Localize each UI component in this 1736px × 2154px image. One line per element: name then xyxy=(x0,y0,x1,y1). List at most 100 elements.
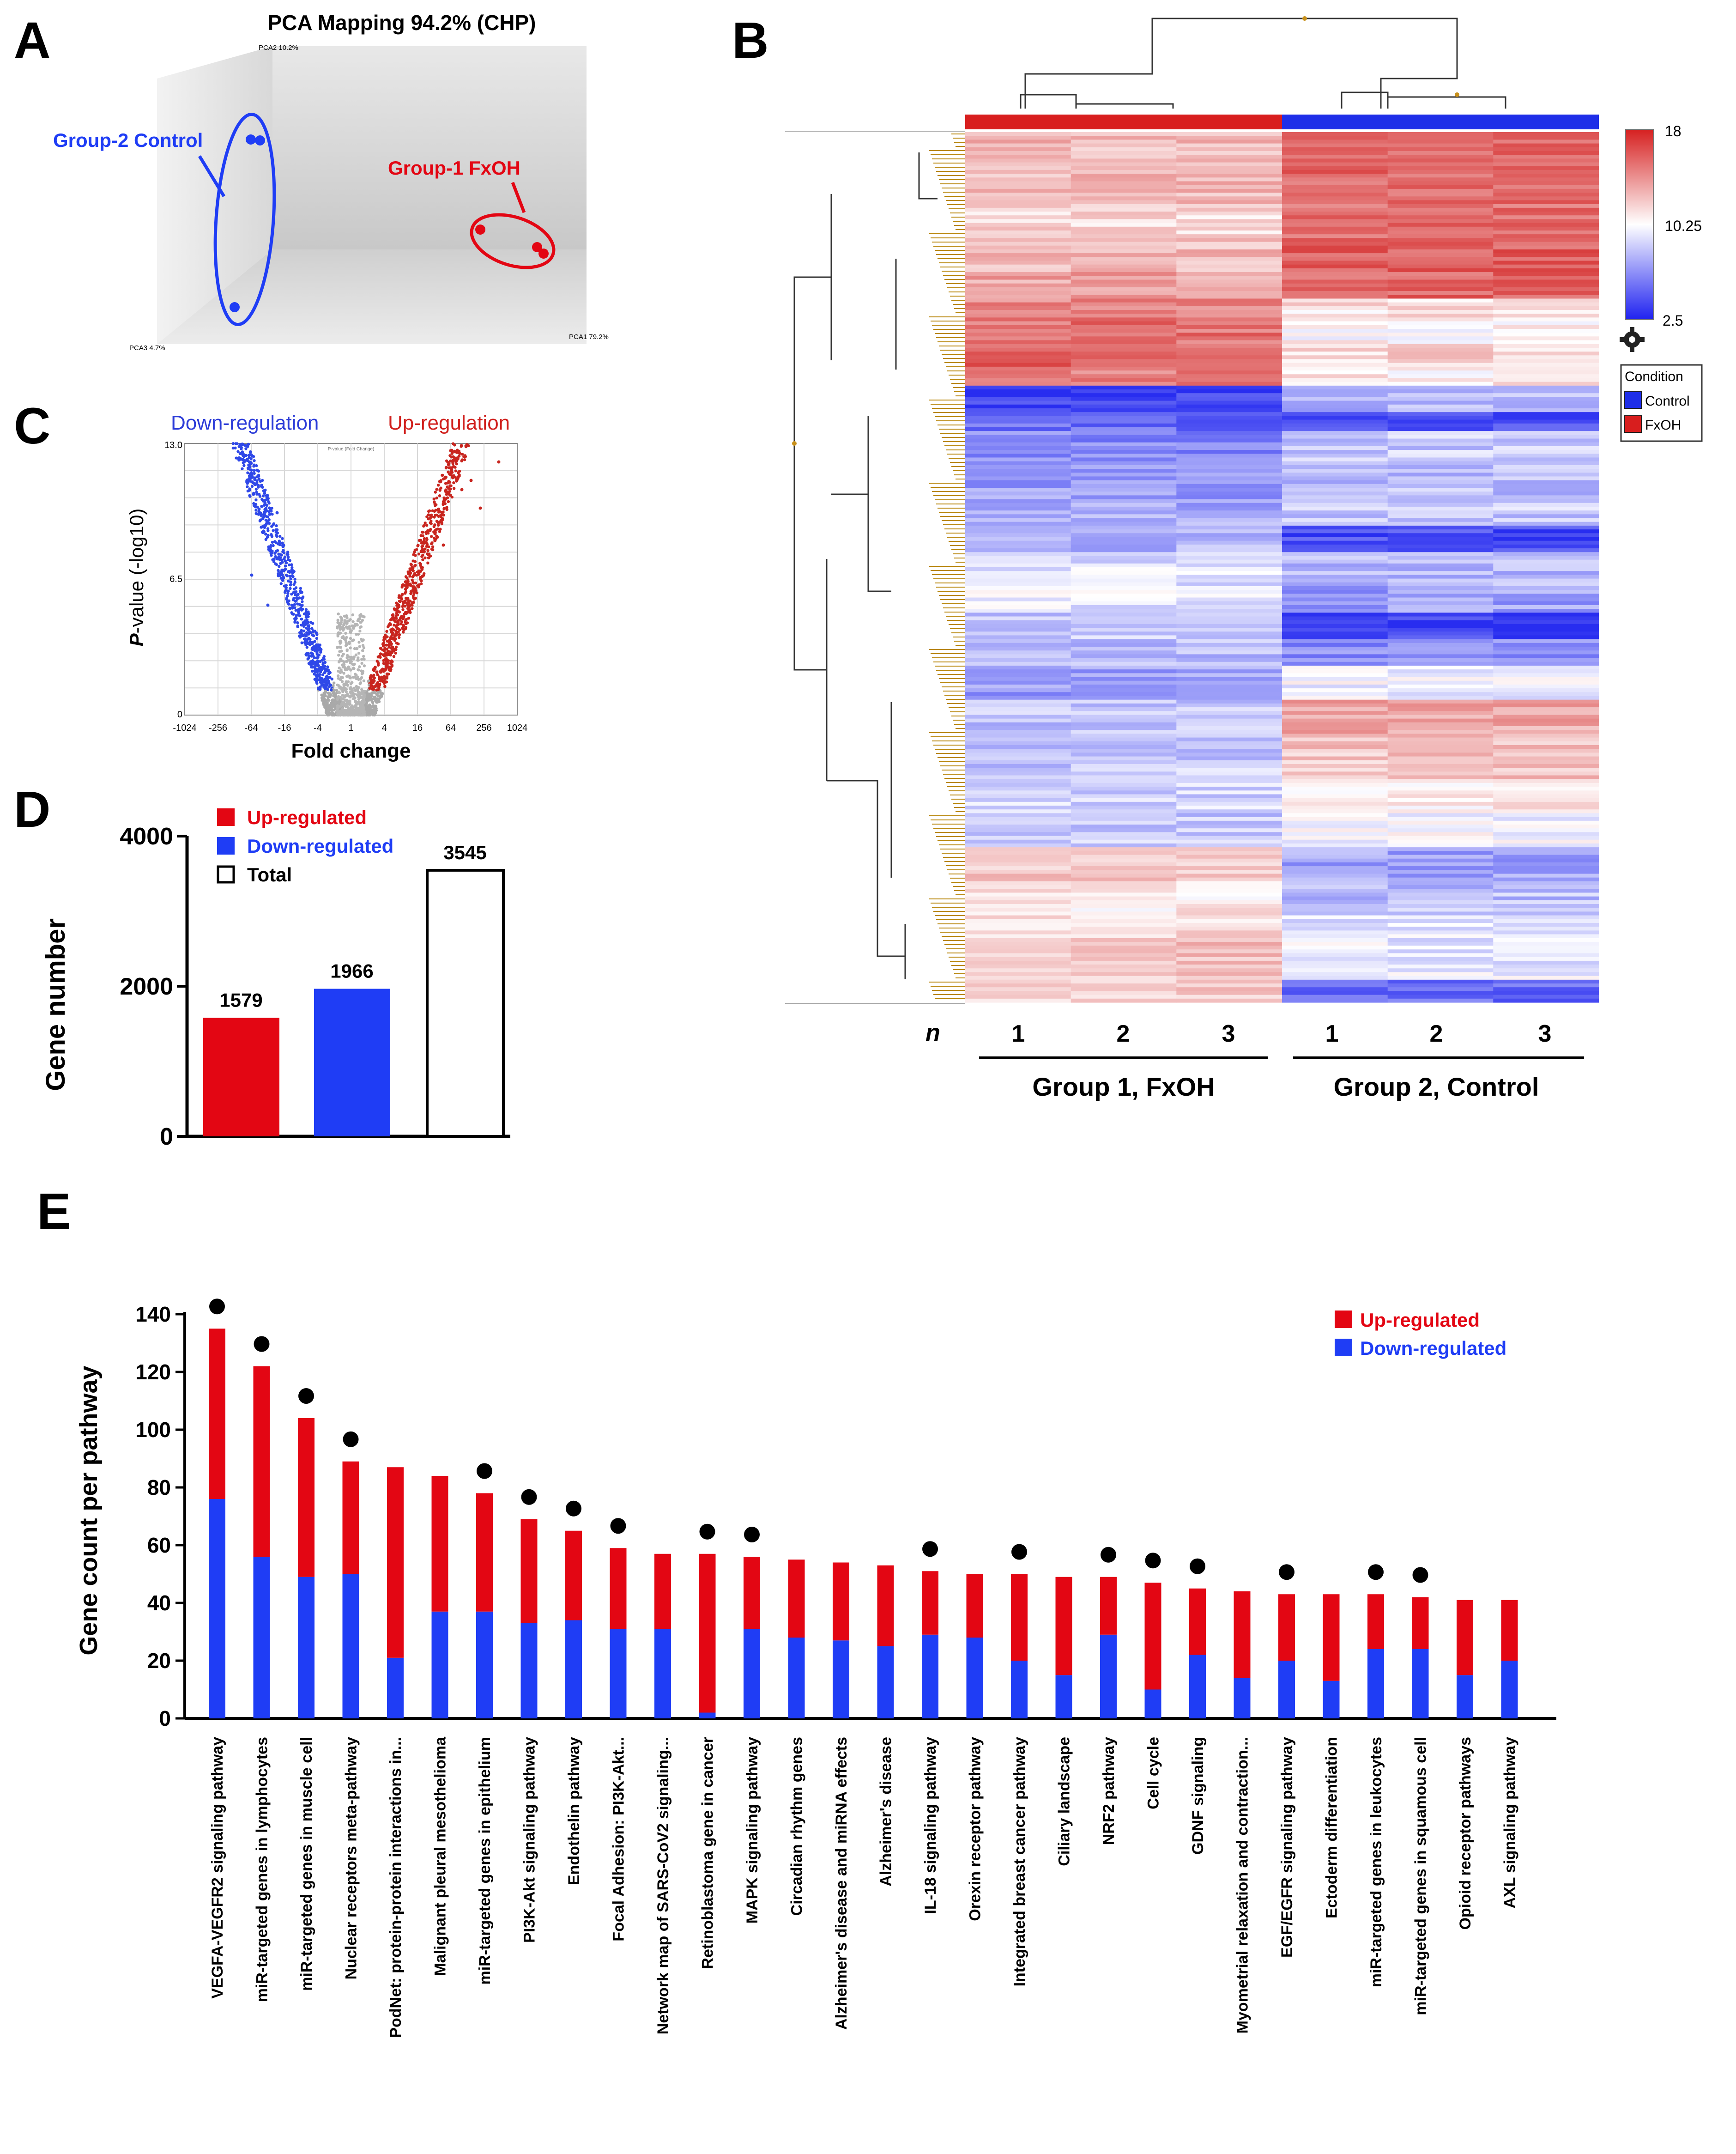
volcano-point xyxy=(272,560,276,564)
heatmap-cell xyxy=(1493,385,1599,390)
heatmap-cell xyxy=(965,264,1071,269)
volcano-point xyxy=(248,494,251,498)
volcano-point xyxy=(313,640,316,643)
heatmap-cell xyxy=(1493,900,1599,904)
heatmap-cell xyxy=(965,979,1071,984)
heatmap-cell xyxy=(965,790,1071,795)
gear-icon[interactable] xyxy=(1620,327,1645,352)
heatmap-cell xyxy=(1387,435,1494,439)
e-ytick-label: 40 xyxy=(147,1591,171,1615)
volcano-point xyxy=(315,680,318,683)
volcano-point xyxy=(442,513,445,517)
heatmap-cell xyxy=(1493,726,1599,730)
heatmap-cell xyxy=(1282,783,1388,787)
heatmap-cell xyxy=(1493,533,1599,538)
volcano-point xyxy=(441,511,444,514)
heatmap-cell xyxy=(965,495,1071,500)
heatmap-cell xyxy=(1071,904,1177,908)
heatmap-cell xyxy=(1282,397,1388,401)
heatmap-cell xyxy=(1176,991,1282,995)
heatmap-cell xyxy=(1282,540,1388,545)
heatmap-cell xyxy=(1387,378,1494,382)
volcano-point xyxy=(372,704,375,707)
heatmap-cell xyxy=(1493,374,1599,379)
heatmap-cell xyxy=(1387,196,1494,201)
heatmap-cell xyxy=(965,749,1071,753)
volcano-point xyxy=(427,517,430,521)
volcano-point xyxy=(342,627,346,630)
heatmap-cell xyxy=(1071,991,1177,995)
heatmap-cell xyxy=(1493,230,1599,235)
heatmap-cell xyxy=(965,726,1071,730)
volcano-point xyxy=(406,596,410,600)
heatmap-cell xyxy=(1493,665,1599,670)
heatmap-cell xyxy=(965,703,1071,708)
volcano-point xyxy=(376,692,379,696)
heatmap-cell xyxy=(1071,616,1177,621)
volcano-point xyxy=(447,487,450,490)
heatmap-cell xyxy=(965,151,1071,155)
heatmap-cell xyxy=(1071,779,1177,783)
heatmap-cell xyxy=(1176,809,1282,814)
panel-letter-c: C xyxy=(14,398,50,455)
heatmap-cell xyxy=(1282,737,1388,742)
heatmap-cell xyxy=(1493,979,1599,984)
heatmap-cell xyxy=(1387,609,1494,613)
volcano-point xyxy=(343,622,346,625)
volcano-point xyxy=(410,565,414,569)
heatmap-cell xyxy=(1282,855,1388,859)
heatmap-cell xyxy=(1282,518,1388,522)
heatmap-cell xyxy=(1387,336,1494,341)
heatmap-cell xyxy=(965,972,1071,977)
e-bar-up xyxy=(1278,1594,1295,1661)
heatmap-cell xyxy=(1387,892,1494,897)
volcano-point xyxy=(270,510,273,513)
volcano-point xyxy=(278,556,282,559)
heatmap-cell xyxy=(1176,862,1282,867)
volcano-point xyxy=(385,676,389,680)
heatmap-cell xyxy=(1387,469,1494,473)
volcano-point xyxy=(402,617,405,620)
heatmap-cell xyxy=(1071,643,1177,647)
volcano-point xyxy=(402,624,405,627)
heatmap-cell xyxy=(1387,518,1494,522)
volcano-point xyxy=(438,494,442,498)
volcano-point xyxy=(337,612,340,616)
heatmap-cell xyxy=(1493,529,1599,534)
heatmap-cell xyxy=(1282,922,1388,927)
heatmap-cell xyxy=(1176,454,1282,458)
heatmap-cell xyxy=(1071,287,1177,291)
heatmap-cell xyxy=(965,370,1071,375)
volcano-point xyxy=(284,568,287,571)
heatmap-cell xyxy=(1282,885,1388,889)
volcano-point xyxy=(354,710,357,713)
heatmap-cell xyxy=(1493,321,1599,326)
heatmap-cell xyxy=(965,193,1071,197)
heatmap-cell xyxy=(1176,639,1282,643)
heatmap-cell xyxy=(965,389,1071,394)
heatmap-cell xyxy=(1176,518,1282,522)
volcano-point xyxy=(353,647,357,650)
heatmap-cell xyxy=(1176,188,1282,193)
volcano-point xyxy=(255,464,258,467)
volcano-point xyxy=(321,673,324,677)
volcano-point xyxy=(497,460,501,464)
heatmap-cell xyxy=(1493,635,1599,640)
heatmap-cell xyxy=(1176,658,1282,662)
heatmap-cell xyxy=(1282,900,1388,904)
heatmap-cell xyxy=(1387,571,1494,575)
heatmap-cell xyxy=(1071,870,1177,874)
heatmap-cell xyxy=(1493,238,1599,243)
volcano-point xyxy=(396,622,399,626)
heatmap-cell xyxy=(1493,363,1599,367)
heatmap-cell xyxy=(1387,998,1494,1003)
heatmap-cell xyxy=(965,438,1071,443)
heatmap-cell xyxy=(1176,272,1282,276)
volcano-point xyxy=(357,651,361,655)
heatmap-cell xyxy=(965,650,1071,655)
heatmap-cell xyxy=(965,476,1071,481)
heatmap-cell xyxy=(1282,775,1388,780)
volcano-point xyxy=(248,461,251,464)
heatmap-cell xyxy=(1282,480,1388,485)
